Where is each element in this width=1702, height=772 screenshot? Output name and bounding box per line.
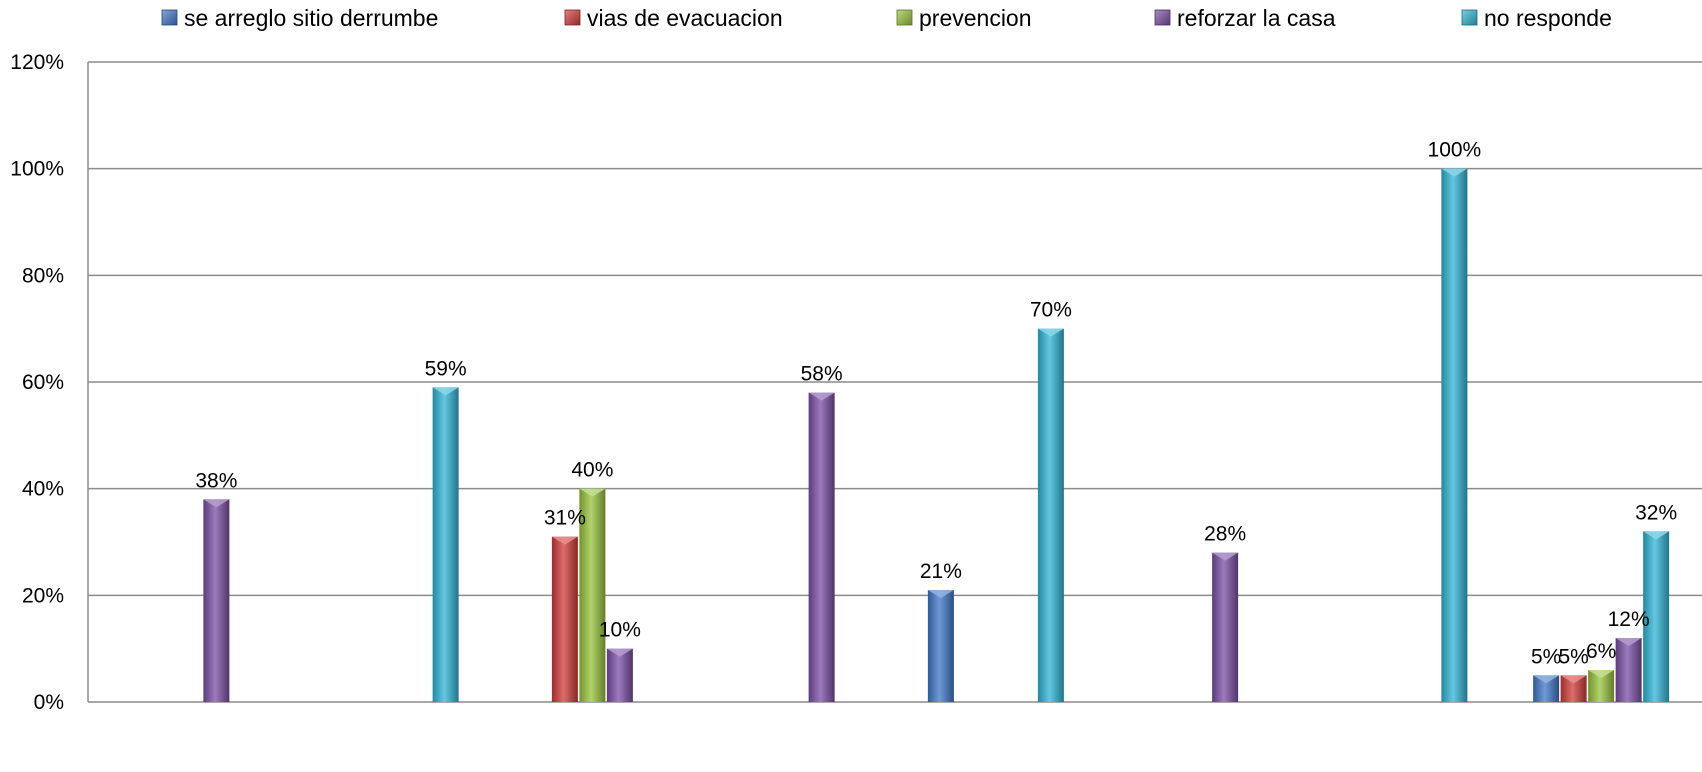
bar-cap [808, 392, 835, 401]
bars [203, 168, 1670, 702]
bar [927, 590, 954, 702]
legend-item: se arreglo sitio derrumbe [161, 5, 438, 31]
y-axis: 0% 20% 40% 60% 80% 100% 120% [10, 51, 89, 714]
bar-cap [203, 499, 230, 508]
legend-swatch [896, 9, 913, 26]
bar [606, 648, 633, 702]
legend-item: reforzar la casa [1154, 5, 1336, 31]
legend-swatch [1154, 9, 1171, 26]
legend-swatch [564, 9, 581, 26]
legend: se arreglo sitio derrumbe vias de evacuac… [161, 5, 1612, 31]
bar-cap [1643, 531, 1670, 540]
legend-label: no responde [1484, 5, 1612, 31]
legend-label: vias de evacuacion [587, 5, 783, 31]
data-label: 38% [195, 469, 237, 492]
legend-swatch [1461, 9, 1478, 26]
y-tick-label: 80% [22, 264, 64, 287]
bar [1441, 168, 1468, 702]
data-label: 70% [1030, 299, 1072, 322]
gridlines [88, 61, 1702, 703]
bar-cap [1615, 638, 1642, 646]
bar-cap [551, 536, 578, 545]
data-label: 32% [1635, 501, 1677, 524]
data-label: 5% [1531, 645, 1561, 668]
bar-cap [1037, 328, 1064, 337]
bar [1212, 552, 1239, 702]
data-label: 100% [1428, 139, 1482, 162]
bar [432, 387, 459, 702]
bar-cap [432, 387, 459, 396]
legend-label: se arreglo sitio derrumbe [184, 5, 438, 31]
bar-cap [1212, 552, 1239, 561]
bar [1615, 638, 1642, 702]
bar [551, 536, 578, 702]
legend-item: no responde [1461, 5, 1612, 31]
bar-cap [1533, 675, 1560, 684]
legend-swatch [161, 9, 178, 26]
data-label: 6% [1586, 640, 1616, 663]
bar-cap [1441, 168, 1468, 177]
legend-item: prevencion [896, 5, 1032, 31]
bar-cap [1560, 675, 1587, 684]
y-tick-label: 40% [22, 478, 64, 501]
y-tick-label: 60% [22, 371, 64, 394]
data-label: 5% [1558, 645, 1588, 668]
bar-cap [606, 648, 633, 657]
bar [1037, 328, 1064, 702]
bar [579, 488, 606, 702]
bar-cap [927, 590, 954, 598]
y-tick-label: 100% [10, 158, 64, 181]
bar [1643, 531, 1670, 702]
bar-cap [579, 488, 606, 497]
data-label: 58% [801, 363, 843, 386]
y-tick-label: 20% [22, 584, 64, 607]
bar [808, 392, 835, 702]
bar-cap [1588, 670, 1615, 678]
data-label: 40% [571, 459, 613, 482]
legend-label: reforzar la casa [1177, 5, 1336, 31]
legend-label: prevencion [919, 5, 1032, 31]
y-tick-label: 0% [34, 691, 64, 714]
data-label: 12% [1608, 608, 1650, 631]
data-label: 31% [544, 507, 586, 530]
bar [203, 499, 230, 702]
data-label: 21% [920, 560, 962, 583]
data-label: 28% [1204, 523, 1246, 546]
data-labels: 21% 5% 31% 5% 40% 6% 38% 10% 58% 28% 12% 59% 70% 100%… [195, 139, 1677, 669]
y-tick-label: 120% [10, 51, 64, 74]
data-label: 10% [599, 619, 641, 642]
data-label: 59% [425, 357, 467, 380]
legend-item: vias de evacuacion [564, 5, 783, 31]
